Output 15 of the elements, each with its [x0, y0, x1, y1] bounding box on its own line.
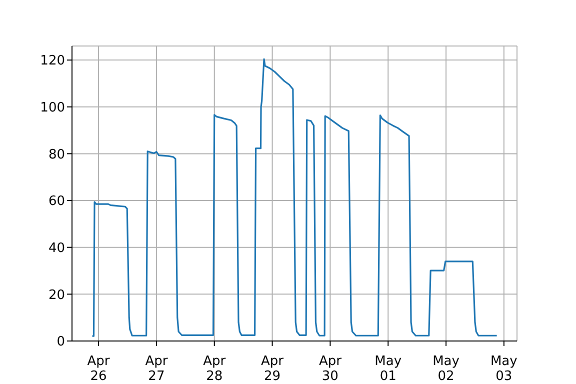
y-tick-label: 60	[48, 194, 65, 210]
x-tick-label: Apr 26	[87, 354, 110, 384]
y-tick-label: 0	[56, 334, 65, 350]
x-tick-label: May 02	[432, 354, 460, 384]
y-tick-label: 80	[48, 147, 65, 162]
y-tick-label: 100	[40, 100, 65, 116]
x-tick-label: Apr 27	[145, 354, 168, 384]
y-tick-label: 120	[40, 54, 65, 69]
x-tick-label: Apr 29	[261, 354, 284, 384]
y-tick-label: 20	[48, 288, 65, 303]
x-tick-label: Apr 30	[318, 354, 342, 384]
y-tick-label: 40	[48, 240, 65, 256]
x-tick-label: Apr 28	[203, 354, 226, 384]
x-tick-label: May 01	[374, 354, 402, 384]
x-tick-label: May 03	[490, 354, 518, 384]
